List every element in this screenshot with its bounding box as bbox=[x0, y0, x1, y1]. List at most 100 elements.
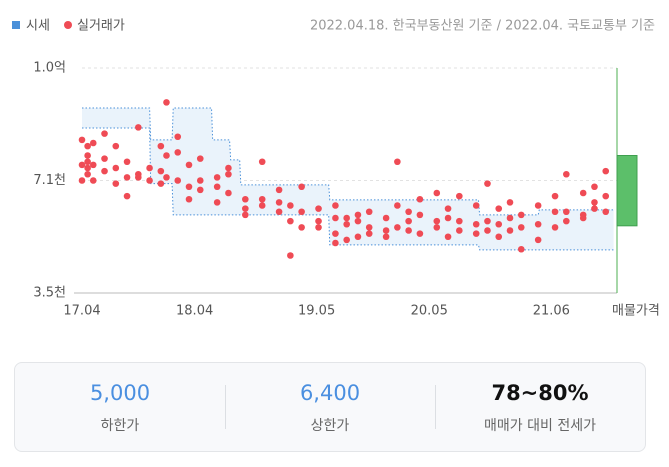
deal-point bbox=[89, 139, 97, 147]
deal-point bbox=[174, 149, 182, 156]
deal-point bbox=[225, 189, 232, 197]
legend-swatch bbox=[64, 21, 72, 29]
x-tick-label: 20.05 bbox=[411, 304, 448, 319]
deal-point bbox=[174, 177, 182, 184]
deal-point bbox=[196, 177, 204, 184]
deal-point bbox=[89, 177, 97, 184]
deal-point bbox=[495, 220, 503, 228]
deal-point bbox=[495, 233, 503, 241]
deal-point bbox=[258, 202, 266, 209]
deal-point bbox=[298, 224, 305, 231]
deal-point bbox=[563, 208, 570, 216]
deal-point bbox=[354, 217, 362, 225]
deal-point bbox=[506, 199, 514, 206]
deal-point bbox=[112, 180, 120, 187]
deal-point bbox=[444, 233, 452, 241]
deal-point bbox=[472, 220, 480, 228]
deal-point bbox=[258, 195, 266, 203]
deal-point bbox=[146, 164, 153, 172]
deal-point bbox=[591, 199, 598, 206]
deal-point bbox=[242, 195, 249, 203]
deal-point bbox=[506, 227, 514, 234]
y-tick-label: 1.0억 bbox=[33, 61, 66, 76]
deal-point bbox=[444, 205, 452, 212]
deal-point bbox=[382, 233, 390, 241]
deal-point bbox=[163, 174, 170, 181]
deal-point bbox=[456, 227, 463, 234]
deal-point bbox=[354, 211, 362, 219]
deal-point bbox=[84, 164, 91, 172]
deal-point bbox=[551, 192, 559, 200]
deal-point bbox=[602, 208, 610, 216]
deal-point bbox=[563, 217, 570, 225]
plot: 3.5천 7.1천 1.0억 17.04 18.04 19.05 20.05 21.06 매물가… bbox=[33, 61, 659, 319]
deal-point bbox=[225, 170, 232, 178]
deal-point bbox=[185, 161, 193, 169]
deal-point bbox=[213, 174, 221, 181]
deal-point bbox=[444, 214, 452, 222]
deal-point bbox=[84, 142, 91, 150]
deal-point bbox=[343, 236, 350, 244]
deal-point bbox=[343, 220, 350, 228]
deal-point bbox=[157, 167, 165, 175]
legend-swatch bbox=[12, 21, 20, 29]
deal-point bbox=[382, 214, 390, 222]
deal-point bbox=[258, 158, 266, 166]
legend-label: 시세 bbox=[26, 19, 50, 34]
deal-point bbox=[287, 252, 294, 259]
deal-point bbox=[416, 211, 424, 219]
deal-point bbox=[405, 208, 412, 216]
summary-value: 6,400 bbox=[299, 381, 361, 405]
deal-point bbox=[157, 180, 165, 187]
x-tick-label: 17.04 bbox=[63, 304, 100, 319]
y-tick-label: 3.5천 bbox=[33, 286, 66, 301]
deal-point bbox=[365, 224, 373, 231]
deal-point bbox=[101, 167, 108, 175]
deal-point bbox=[416, 195, 424, 203]
deal-point bbox=[196, 186, 204, 194]
summary-label: 상한가 bbox=[310, 418, 350, 434]
x-tick-label: 19.05 bbox=[298, 304, 335, 319]
deal-point bbox=[287, 217, 294, 225]
deal-point bbox=[89, 161, 97, 169]
deal-point bbox=[495, 205, 503, 212]
summary-value: 78~80% bbox=[491, 381, 589, 405]
summary-panel: 5,000 하한가 6,400 상한가 78~80% 매매가 대비 전세가 bbox=[14, 362, 646, 452]
deal-point bbox=[394, 158, 401, 166]
deal-point bbox=[332, 214, 339, 222]
deal-point bbox=[517, 211, 525, 219]
deal-point bbox=[78, 136, 86, 144]
deal-point bbox=[78, 177, 86, 184]
deal-point bbox=[591, 183, 598, 191]
deal-point bbox=[405, 227, 412, 234]
deal-point bbox=[101, 155, 108, 162]
summary-item: 78~80% 매매가 대비 전세가 bbox=[435, 379, 645, 435]
deal-point bbox=[332, 239, 339, 247]
deal-point bbox=[185, 195, 193, 203]
summary-item: 5,000 하한가 bbox=[15, 379, 225, 435]
deal-point bbox=[456, 217, 463, 225]
deal-point bbox=[517, 224, 525, 231]
deal-point bbox=[579, 214, 587, 222]
deal-point bbox=[123, 158, 131, 166]
x-tick-label: 18.04 bbox=[176, 304, 213, 319]
deal-point bbox=[551, 224, 559, 231]
deal-point bbox=[275, 186, 283, 194]
deal-point bbox=[433, 189, 441, 197]
x-tick-label: 21.06 bbox=[533, 304, 570, 319]
deal-point bbox=[163, 152, 170, 159]
deal-point bbox=[298, 183, 305, 191]
deal-point bbox=[242, 211, 249, 219]
deal-point bbox=[196, 155, 204, 162]
summary-label: 매매가 대비 전세가 bbox=[484, 418, 596, 434]
deal-point bbox=[433, 224, 441, 231]
deal-point bbox=[174, 133, 182, 141]
deal-point bbox=[394, 224, 401, 231]
deal-point bbox=[298, 208, 305, 216]
deal-point bbox=[484, 227, 491, 234]
deal-point bbox=[506, 214, 514, 222]
deal-point bbox=[84, 158, 91, 166]
deal-point bbox=[365, 230, 373, 237]
deal-point bbox=[602, 167, 610, 175]
